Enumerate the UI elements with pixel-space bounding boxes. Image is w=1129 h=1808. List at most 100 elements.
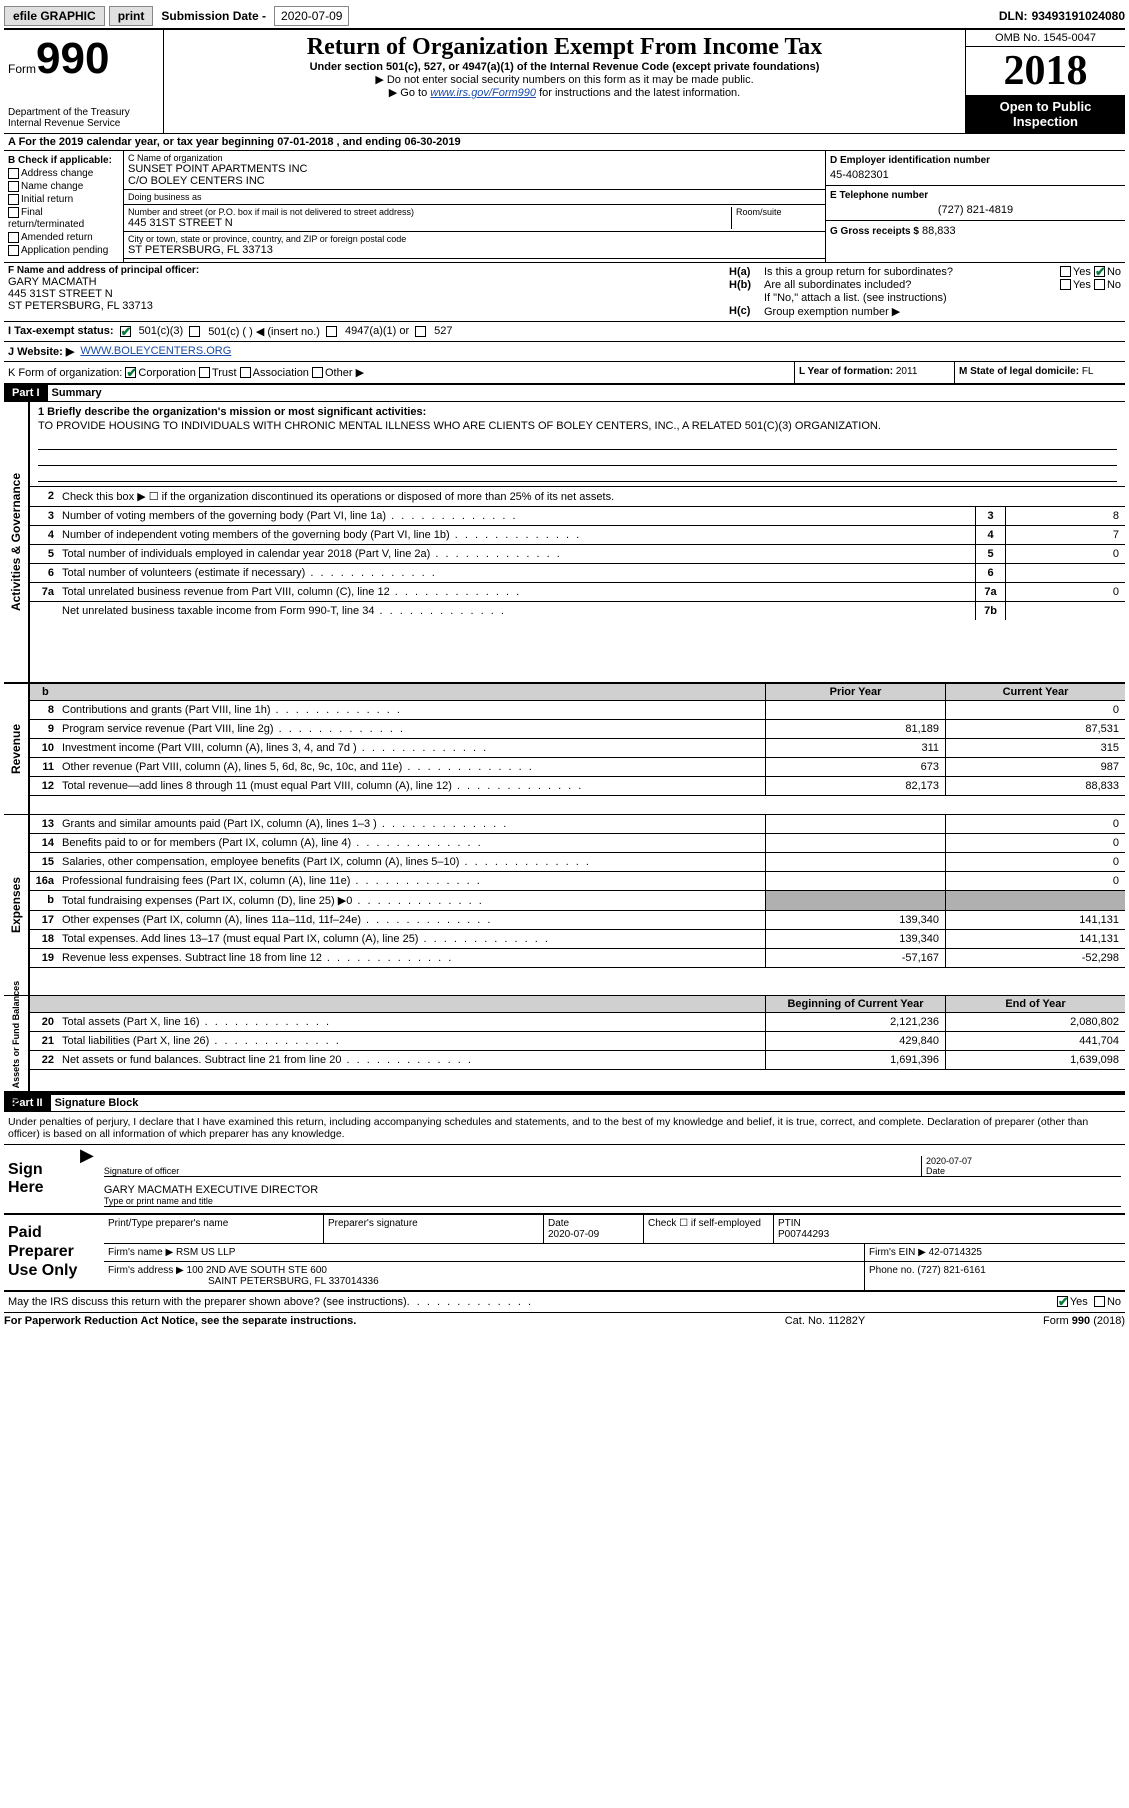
city-value: ST PETERSBURG, FL 33713 — [128, 244, 821, 256]
row-a-text: A For the 2019 calendar year, or tax yea… — [8, 136, 461, 148]
rule-line — [38, 434, 1117, 450]
check-amended[interactable]: Amended return — [8, 232, 119, 243]
city-label: City or town, state or province, country… — [128, 234, 821, 244]
check-trust[interactable] — [199, 367, 210, 378]
ha-no-check[interactable] — [1094, 266, 1105, 277]
j-label: J Website: ▶ — [8, 345, 74, 358]
financial-line: 16a Professional fundraising fees (Part … — [30, 872, 1125, 891]
firm-phone: (727) 821-6161 — [917, 1265, 985, 1276]
discuss-no-check[interactable] — [1094, 1296, 1105, 1307]
check-name-change[interactable]: Name change — [8, 181, 119, 192]
self-employed-check: Check ☐ if self-employed — [644, 1215, 774, 1243]
firm-addr-label: Firm's address ▶ — [108, 1265, 184, 1276]
column-b-checkboxes: B Check if applicable: Address change Na… — [4, 151, 124, 262]
footer-left: For Paperwork Reduction Act Notice, see … — [4, 1315, 725, 1327]
column-de: D Employer identification number 45-4082… — [825, 151, 1125, 262]
ha-yes-check[interactable] — [1060, 266, 1071, 277]
check-501c3[interactable] — [120, 326, 131, 337]
name-title-label: Type or print name and title — [104, 1196, 1121, 1206]
discuss-text: May the IRS discuss this return with the… — [8, 1296, 407, 1308]
side-tab-net-assets: Net Assets or Fund Balances — [4, 996, 30, 1091]
check-address-change[interactable]: Address change — [8, 168, 119, 179]
irs-link[interactable]: www.irs.gov/Form990 — [430, 87, 536, 99]
arrow-icon: ▶ — [74, 1145, 100, 1213]
print-button[interactable]: print — [109, 6, 154, 26]
check-527[interactable] — [415, 326, 426, 337]
form-number-box: Form990 Department of the TreasuryIntern… — [4, 30, 164, 133]
ein-cell: D Employer identification number 45-4082… — [826, 151, 1125, 186]
financial-line: 21 Total liabilities (Part X, line 26) 4… — [30, 1032, 1125, 1051]
end-year-header: End of Year — [945, 996, 1125, 1012]
net-assets-body: Beginning of Current Year End of Year 20… — [30, 996, 1125, 1091]
mission-text: TO PROVIDE HOUSING TO INDIVIDUALS WITH C… — [38, 420, 1117, 432]
part1-header-row: Part I Summary — [4, 385, 1125, 402]
check-corp[interactable] — [125, 367, 136, 378]
ha-text: Is this a group return for subordinates? — [764, 266, 1060, 278]
form-word: Form — [8, 62, 36, 76]
addr-label: Number and street (or P.O. box if mail i… — [128, 207, 731, 217]
hb-label: H(b) — [729, 279, 764, 291]
check-assoc[interactable] — [240, 367, 251, 378]
submission-date-value: 2020-07-09 — [274, 6, 349, 26]
instr2-post: for instructions and the latest informat… — [536, 87, 740, 99]
hb-note: If "No," attach a list. (see instruction… — [764, 292, 1121, 304]
footer-mid: Cat. No. 11282Y — [725, 1315, 925, 1327]
mission-block: 1 Briefly describe the organization's mi… — [30, 402, 1125, 487]
phone-value: (727) 821-4819 — [830, 204, 1121, 216]
form-header: Form990 Department of the TreasuryIntern… — [4, 30, 1125, 134]
firm-name-label: Firm's name ▶ — [108, 1247, 173, 1258]
side-tab-expenses: Expenses — [4, 815, 30, 995]
addr-value: 445 31ST STREET N — [128, 217, 731, 229]
governance-body: 1 Briefly describe the organization's mi… — [30, 402, 1125, 682]
department-label: Department of the TreasuryInternal Reven… — [8, 107, 159, 129]
financial-line: 20 Total assets (Part X, line 16) 2,121,… — [30, 1013, 1125, 1032]
org-name-block: C Name of organization SUNSET POINT APAR… — [124, 151, 825, 190]
governance-line: 6 Total number of volunteers (estimate i… — [30, 564, 1125, 583]
ptin-value: P00744293 — [778, 1229, 829, 1240]
discuss-yes-check[interactable] — [1057, 1296, 1068, 1307]
part2-title: Signature Block — [51, 1095, 143, 1111]
form-subtitle: Under section 501(c), 527, or 4947(a)(1)… — [172, 61, 957, 73]
dba-block: Doing business as — [124, 190, 825, 205]
efile-label: efile GRAPHIC — [4, 6, 105, 26]
section-bcdeg: B Check if applicable: Address change Na… — [4, 151, 1125, 263]
firm-name: RSM US LLP — [176, 1247, 235, 1258]
paid-preparer-label: PaidPreparerUse Only — [4, 1215, 104, 1290]
hb-yes-check[interactable] — [1060, 279, 1071, 290]
check-initial-return[interactable]: Initial return — [8, 194, 119, 205]
financial-line: b Total fundraising expenses (Part IX, c… — [30, 891, 1125, 911]
signature-date: 2020-07-07 — [926, 1156, 1121, 1166]
firm-phone-label: Phone no. — [869, 1265, 915, 1276]
row-j-website: J Website: ▶ WWW.BOLEYCENTERS.ORG — [4, 342, 1125, 362]
current-year-header: Current Year — [945, 684, 1125, 700]
sign-here-label: Sign Here — [4, 1145, 74, 1213]
i-label: I Tax-exempt status: — [8, 325, 114, 337]
instruction-2: ▶ Go to www.irs.gov/Form990 for instruct… — [172, 86, 957, 99]
firm-ein: 42-0714325 — [929, 1247, 982, 1258]
footer-row: For Paperwork Reduction Act Notice, see … — [4, 1313, 1125, 1329]
expenses-body: 13 Grants and similar amounts paid (Part… — [30, 815, 1125, 995]
check-final-return[interactable]: Final return/terminated — [8, 207, 119, 229]
col-b-label: b — [34, 686, 49, 698]
section-h: H(a) Is this a group return for subordin… — [725, 263, 1125, 321]
check-4947[interactable] — [326, 326, 337, 337]
dln-label: DLN: — [999, 9, 1028, 23]
phone-label: E Telephone number — [830, 190, 1121, 201]
preparer-name-label: Print/Type preparer's name — [104, 1215, 324, 1243]
ein-label: D Employer identification number — [830, 155, 1121, 166]
dln-value: 93493191024080 — [1032, 9, 1125, 23]
preparer-date-label: Date — [548, 1218, 569, 1229]
financial-line: 17 Other expenses (Part IX, column (A), … — [30, 911, 1125, 930]
check-501c[interactable] — [189, 326, 200, 337]
submission-date-label: Submission Date - — [157, 9, 270, 23]
check-application-pending[interactable]: Application pending — [8, 245, 119, 256]
mission-label: 1 Briefly describe the organization's mi… — [38, 406, 426, 418]
tax-year: 2018 — [966, 47, 1125, 95]
ptin-label: PTIN — [778, 1218, 801, 1229]
officer-addr: 445 31ST STREET N — [8, 288, 721, 300]
financial-line: 8 Contributions and grants (Part VIII, l… — [30, 701, 1125, 720]
hb-no-check[interactable] — [1094, 279, 1105, 290]
check-other[interactable] — [312, 367, 323, 378]
financial-line: 15 Salaries, other compensation, employe… — [30, 853, 1125, 872]
website-link[interactable]: WWW.BOLEYCENTERS.ORG — [80, 345, 231, 357]
